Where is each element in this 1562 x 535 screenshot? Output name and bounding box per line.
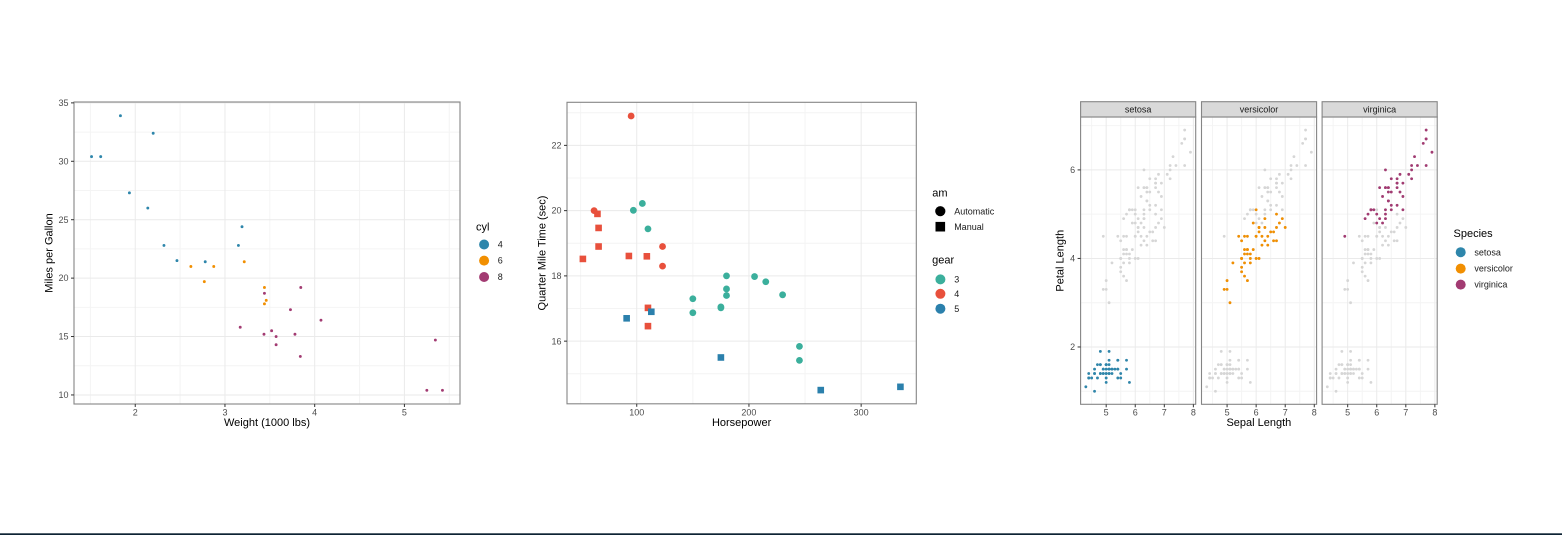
svg-text:Weight (1000 lbs): Weight (1000 lbs) xyxy=(224,417,310,429)
svg-text:6: 6 xyxy=(1133,407,1138,417)
svg-text:setosa: setosa xyxy=(1125,104,1152,114)
svg-text:Manual: Manual xyxy=(954,222,984,232)
svg-text:4: 4 xyxy=(312,407,317,417)
svg-text:8: 8 xyxy=(1432,407,1437,417)
svg-text:8: 8 xyxy=(1191,407,1196,417)
svg-text:5: 5 xyxy=(402,407,407,417)
svg-text:7: 7 xyxy=(1403,407,1408,417)
svg-text:cyl: cyl xyxy=(476,221,489,233)
svg-text:22: 22 xyxy=(551,140,561,150)
svg-text:5: 5 xyxy=(1225,407,1230,417)
svg-text:4: 4 xyxy=(1070,254,1075,264)
svg-text:Sepal Length: Sepal Length xyxy=(1226,417,1291,429)
svg-text:16: 16 xyxy=(551,336,561,346)
svg-text:5: 5 xyxy=(1345,407,1350,417)
svg-text:Quarter Mile Time (sec): Quarter Mile Time (sec) xyxy=(537,196,549,311)
svg-text:20: 20 xyxy=(58,273,68,283)
svg-text:setosa: setosa xyxy=(1474,247,1501,257)
svg-text:18: 18 xyxy=(551,271,561,281)
svg-text:3: 3 xyxy=(954,275,959,285)
svg-text:15: 15 xyxy=(58,332,68,342)
svg-text:4: 4 xyxy=(954,289,959,299)
svg-text:35: 35 xyxy=(58,98,68,108)
svg-text:8: 8 xyxy=(498,272,503,282)
svg-text:versicolor: versicolor xyxy=(1240,104,1279,114)
svg-text:virginica: virginica xyxy=(1363,104,1396,114)
svg-text:3: 3 xyxy=(222,407,227,417)
svg-text:6: 6 xyxy=(498,256,503,266)
svg-text:Species: Species xyxy=(1454,228,1494,240)
svg-text:7: 7 xyxy=(1283,407,1288,417)
svg-text:20: 20 xyxy=(551,206,561,216)
svg-text:6: 6 xyxy=(1254,407,1259,417)
svg-text:6: 6 xyxy=(1374,407,1379,417)
svg-text:300: 300 xyxy=(854,407,869,417)
svg-text:5: 5 xyxy=(954,304,959,314)
svg-text:versicolor: versicolor xyxy=(1474,264,1513,274)
svg-text:6: 6 xyxy=(1070,165,1075,175)
svg-text:7: 7 xyxy=(1162,407,1167,417)
svg-text:4: 4 xyxy=(498,240,503,250)
svg-text:200: 200 xyxy=(741,407,756,417)
svg-text:5: 5 xyxy=(1104,407,1109,417)
svg-text:25: 25 xyxy=(58,215,68,225)
svg-text:2: 2 xyxy=(1070,342,1075,352)
svg-text:virginica: virginica xyxy=(1474,280,1507,290)
svg-text:30: 30 xyxy=(58,156,68,166)
svg-text:8: 8 xyxy=(1312,407,1317,417)
svg-text:Automatic: Automatic xyxy=(954,206,995,216)
svg-text:10: 10 xyxy=(58,390,68,400)
svg-text:2: 2 xyxy=(133,407,138,417)
svg-text:100: 100 xyxy=(629,407,644,417)
svg-text:Petal Length: Petal Length xyxy=(1055,230,1067,292)
svg-text:gear: gear xyxy=(932,254,954,266)
svg-text:Miles per Gallon: Miles per Gallon xyxy=(43,213,55,292)
svg-text:am: am xyxy=(932,187,947,199)
svg-text:Horsepower: Horsepower xyxy=(712,417,772,429)
